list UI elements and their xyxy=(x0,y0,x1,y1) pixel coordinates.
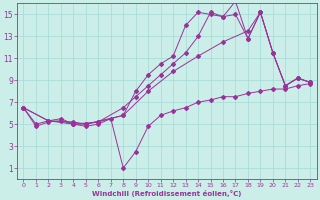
X-axis label: Windchill (Refroidissement éolien,°C): Windchill (Refroidissement éolien,°C) xyxy=(92,190,242,197)
